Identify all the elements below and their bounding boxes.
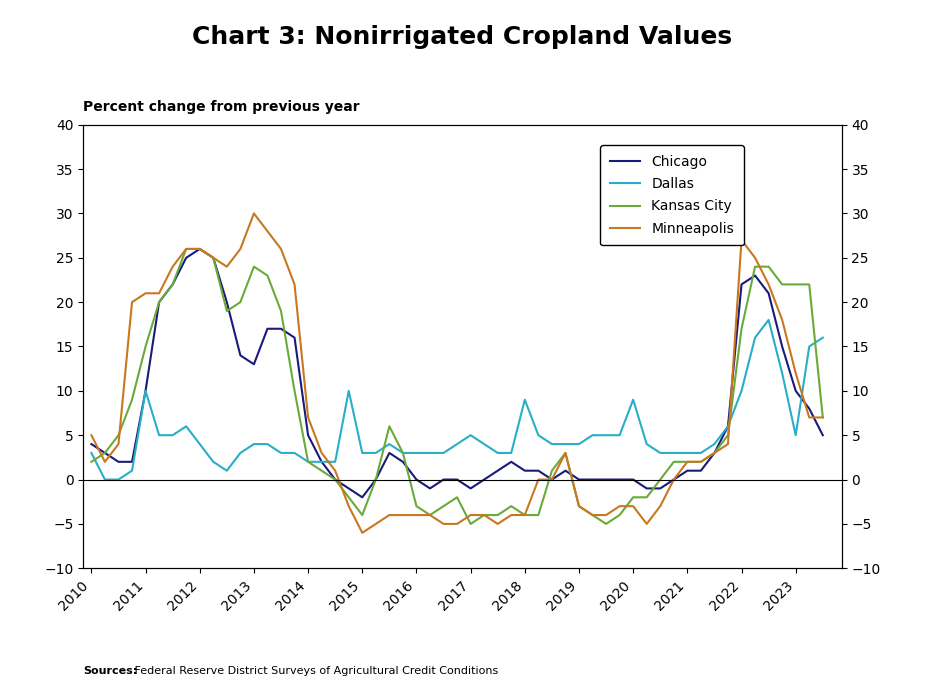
Dallas xyxy=(749,333,760,342)
Minneapolis xyxy=(248,209,259,218)
Minneapolis xyxy=(167,263,179,271)
Kansas City xyxy=(167,280,179,288)
Chicago xyxy=(86,440,97,448)
Minneapolis xyxy=(817,413,828,421)
Dallas xyxy=(817,333,828,342)
Line: Dallas: Dallas xyxy=(92,320,822,480)
Line: Minneapolis: Minneapolis xyxy=(92,213,822,533)
Kansas City xyxy=(86,457,97,466)
Dallas xyxy=(235,449,246,457)
Kansas City xyxy=(465,520,476,528)
Line: Kansas City: Kansas City xyxy=(92,249,822,524)
Dallas xyxy=(763,316,774,324)
Text: Percent change from previous year: Percent change from previous year xyxy=(83,100,360,114)
Chicago xyxy=(384,449,395,457)
Kansas City xyxy=(235,298,246,306)
Dallas xyxy=(276,449,287,457)
Kansas City xyxy=(817,413,828,421)
Minneapolis xyxy=(763,280,774,288)
Minneapolis xyxy=(384,511,395,519)
Text: Sources:: Sources: xyxy=(83,666,138,676)
Chicago xyxy=(804,405,815,413)
Dallas xyxy=(99,475,110,484)
Kansas City xyxy=(763,263,774,271)
Chicago xyxy=(235,351,246,360)
Dallas xyxy=(804,342,815,351)
Minneapolis xyxy=(804,413,815,421)
Minneapolis xyxy=(86,431,97,439)
Dallas xyxy=(180,422,191,430)
Line: Chicago: Chicago xyxy=(92,249,822,498)
Minneapolis xyxy=(221,263,232,271)
Dallas xyxy=(86,449,97,457)
Kansas City xyxy=(370,475,381,484)
Minneapolis xyxy=(357,529,368,537)
Dallas xyxy=(370,449,381,457)
Chicago xyxy=(357,493,368,502)
Chicago xyxy=(817,431,828,439)
Chicago xyxy=(276,324,287,333)
Chicago xyxy=(763,289,774,297)
Minneapolis xyxy=(276,245,287,253)
Text: Federal Reserve District Surveys of Agricultural Credit Conditions: Federal Reserve District Surveys of Agri… xyxy=(131,666,499,676)
Kansas City xyxy=(804,280,815,288)
Legend: Chicago, Dallas, Kansas City, Minneapolis: Chicago, Dallas, Kansas City, Minneapoli… xyxy=(600,145,744,245)
Kansas City xyxy=(180,245,191,253)
Text: Chart 3: Nonirrigated Cropland Values: Chart 3: Nonirrigated Cropland Values xyxy=(192,24,733,49)
Chicago xyxy=(194,245,205,253)
Kansas City xyxy=(276,307,287,315)
Chicago xyxy=(167,280,179,288)
